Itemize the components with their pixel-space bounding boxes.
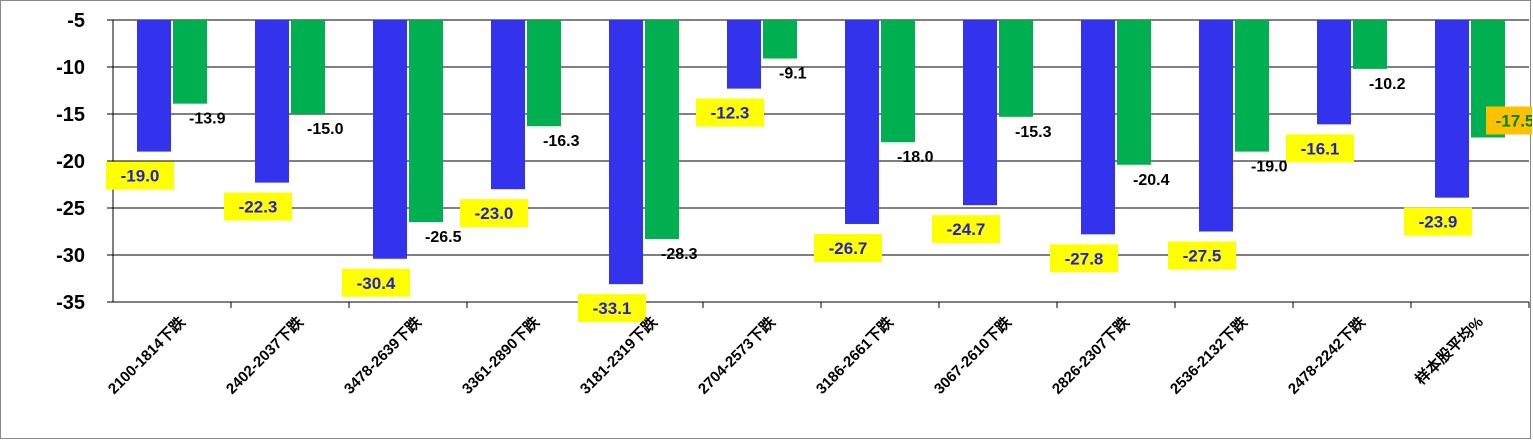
bar-series-1 [1199,20,1233,232]
bar-series-2 [173,20,207,104]
data-label-series-2: -17.5 [1496,112,1532,131]
bar-series-1 [609,20,643,285]
data-label-bg [1050,244,1118,273]
bar-series-2 [881,20,915,143]
data-label-bg [932,215,1000,244]
data-label-series-2: -28.3 [661,246,698,263]
y-tick-label: -25 [56,198,85,220]
y-tick-label: -10 [56,57,85,79]
data-label-series-2: -19.0 [1251,159,1288,176]
bar-series-1 [1435,20,1469,198]
data-label-bg [106,161,174,190]
bar-series-1 [255,20,289,183]
data-label-series-2: -15.0 [307,121,344,138]
data-label-series-1: -12.3 [711,104,750,123]
data-label-bg [814,233,882,262]
data-label-bg [224,192,292,221]
data-label-bg [1486,106,1532,135]
y-tick-label: -15 [56,104,85,126]
y-tick-label: -5 [67,10,85,32]
data-label-series-1: -19.0 [121,167,160,186]
x-tick-label: 2704-2573下跌 [695,313,780,398]
x-tick-label: 3181-2319下跌 [577,313,662,398]
bars [137,20,1505,285]
bar-series-2 [1235,20,1269,152]
bar-series-1 [373,20,407,259]
data-label-series-2: -20.4 [1133,172,1170,189]
data-label-series-2: -9.1 [779,66,807,83]
x-tick-label: 3478-2639下跌 [341,313,426,398]
data-label-bg [460,199,528,228]
data-label-series-1: -23.9 [1419,213,1458,232]
data-label-series-2: -26.5 [425,229,462,246]
bar-series-2 [527,20,561,127]
x-tick-label: 3361-2890下跌 [459,313,544,398]
x-tick-label: 2402-2037下跌 [223,313,308,398]
data-label-bg [578,294,646,323]
data-label-series-1: -30.4 [357,274,396,293]
bar-series-2 [1353,20,1387,69]
bar-series-2 [1117,20,1151,165]
bar-series-2 [645,20,679,240]
data-label-series-1: -26.7 [829,239,868,258]
y-tick-label: -35 [56,292,85,314]
bar-series-1 [1081,20,1115,235]
data-label-series-1: -24.7 [947,220,986,239]
data-label-series-2: -13.9 [189,111,226,128]
data-label-series-2: -16.3 [543,133,580,150]
data-label-bg [1404,207,1472,236]
x-tick-label: 2536-2132下跌 [1167,313,1252,398]
x-tick-label: 2100-1814下跌 [105,313,190,398]
data-label-series-1: -16.1 [1301,139,1340,158]
y-tick-label: -20 [56,151,85,173]
x-tick-label: 2478-2242下跌 [1285,313,1370,398]
bar-series-2 [999,20,1033,117]
data-label-series-2: -15.3 [1015,124,1052,141]
x-tick-label: 2826-2307下跌 [1049,313,1134,398]
bar-series-1 [491,20,525,190]
bar-series-1 [727,20,761,89]
data-label-series-1: -27.5 [1183,247,1222,266]
data-label-series-1: -22.3 [239,198,278,217]
data-labels: -13.9 -19.0 -15.0 -22.3 -26.5 -30.4 -16.3 -23.0… [106,66,1532,323]
bar-series-2 [291,20,325,114]
data-label-series-1: -33.1 [593,299,632,318]
y-tick-label: -30 [56,245,85,267]
bar-series-2 [763,20,797,59]
bar-series-1 [845,20,879,224]
data-label-series-1: -23.0 [475,204,514,223]
x-tick-label: 3186-2661下跌 [813,313,898,398]
gridlines [107,19,1530,308]
data-label-series-1: -27.8 [1065,249,1104,268]
data-label-bg [1168,241,1236,270]
bar-series-1 [1317,20,1351,125]
x-axis-ticks: 2100-1814下跌 2402-2037下跌 3478-2639下跌 3361-28… [105,313,1487,398]
bar-series-1 [963,20,997,206]
data-label-bg [342,268,410,297]
data-label-bg [1286,134,1354,163]
data-label-series-2: -18.0 [897,149,934,166]
x-tick-label: 3067-2610下跌 [931,313,1016,398]
y-axis-ticks: -5 -10 -15 -20 -25 -30 -35 [56,10,85,314]
data-label-series-2: -10.2 [1369,76,1406,93]
bar-series-1 [137,20,171,152]
x-tick-label: 样本股平均% [1412,313,1487,388]
bar-series-2 [409,20,443,223]
data-label-bg [696,98,764,127]
